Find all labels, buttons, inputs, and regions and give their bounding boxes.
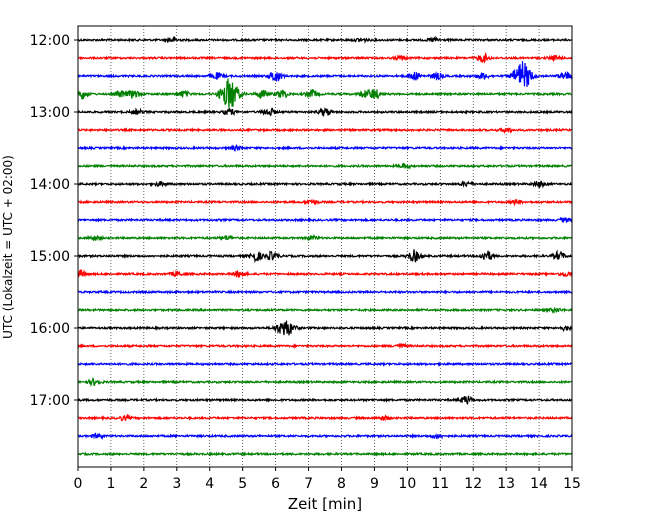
x-tick-label: 13 xyxy=(497,476,515,492)
trace-line xyxy=(77,289,573,295)
trace-line xyxy=(77,78,573,109)
x-axis-ticks: 0 1 2 3 4 5 6 7 8 9 10 11 12 13 14 15 xyxy=(74,467,581,492)
trace-line xyxy=(77,342,573,350)
trace-line xyxy=(77,451,573,457)
x-tick-label: 11 xyxy=(431,476,449,492)
x-tick-label: 12 xyxy=(464,476,482,492)
trace-line xyxy=(77,413,573,422)
y-axis-ticks: 12:00 13:00 14:00 15:00 16:00 17:00 xyxy=(30,33,78,409)
x-axis-label: Zeit [min] xyxy=(288,495,362,513)
trace-line xyxy=(77,395,573,405)
plot-frame xyxy=(77,25,573,468)
x-tick-label: 6 xyxy=(271,476,280,492)
trace-line xyxy=(77,216,573,224)
trace-line xyxy=(77,377,573,388)
x-tick-label: 7 xyxy=(304,476,313,492)
trace-line xyxy=(77,307,573,314)
trace-line xyxy=(77,144,573,152)
trace-line xyxy=(77,320,573,336)
trace-line xyxy=(77,198,573,207)
x-tick-label: 10 xyxy=(398,476,416,492)
seismogram-traces xyxy=(77,35,573,457)
x-tick-label: 5 xyxy=(238,476,247,492)
x-tick-label: 4 xyxy=(205,476,214,492)
x-tick-label: 0 xyxy=(74,476,83,492)
trace-line xyxy=(77,35,573,44)
y-tick-label: 13:00 xyxy=(30,105,70,121)
x-tick-label: 8 xyxy=(337,476,346,492)
trace-line xyxy=(77,127,573,135)
x-tick-label: 2 xyxy=(139,476,148,492)
x-tick-label: 3 xyxy=(172,476,181,492)
trace-line xyxy=(77,360,573,367)
trace-line xyxy=(77,269,573,278)
trace-line xyxy=(77,432,573,441)
trace-line xyxy=(77,51,573,64)
y-tick-label: 12:00 xyxy=(30,33,70,49)
y-axis-label: UTC (Lokalzeit = UTC + 02:00) xyxy=(1,155,15,339)
trace-line xyxy=(77,162,573,170)
y-tick-label: 17:00 xyxy=(30,393,70,409)
y-tick-label: 14:00 xyxy=(30,177,70,193)
trace-line xyxy=(77,106,573,117)
y-tick-label: 16:00 xyxy=(30,321,70,337)
trace-line xyxy=(77,249,573,264)
x-tick-label: 14 xyxy=(530,476,548,492)
trace-line xyxy=(77,180,573,189)
x-tick-label: 9 xyxy=(370,476,379,492)
trace-line xyxy=(77,61,573,87)
y-tick-label: 15:00 xyxy=(30,249,70,265)
x-tick-label: 1 xyxy=(106,476,115,492)
trace-line xyxy=(77,233,573,242)
x-tick-label: 15 xyxy=(563,476,581,492)
